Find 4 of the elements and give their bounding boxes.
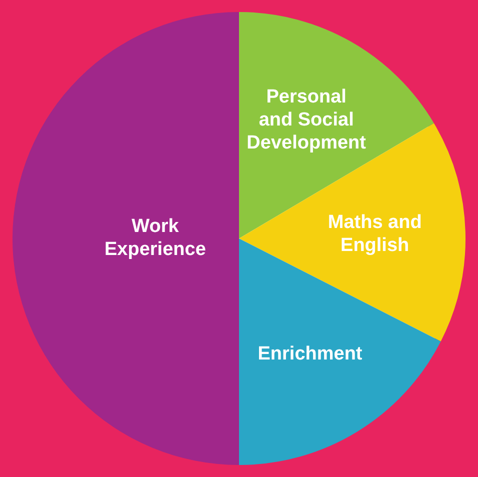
slice-label: Work Experience bbox=[104, 216, 206, 260]
slice-label: Maths and English bbox=[328, 212, 422, 256]
slice-label: Enrichment bbox=[258, 344, 363, 365]
slice-label: Personal and Social Development bbox=[246, 86, 367, 154]
